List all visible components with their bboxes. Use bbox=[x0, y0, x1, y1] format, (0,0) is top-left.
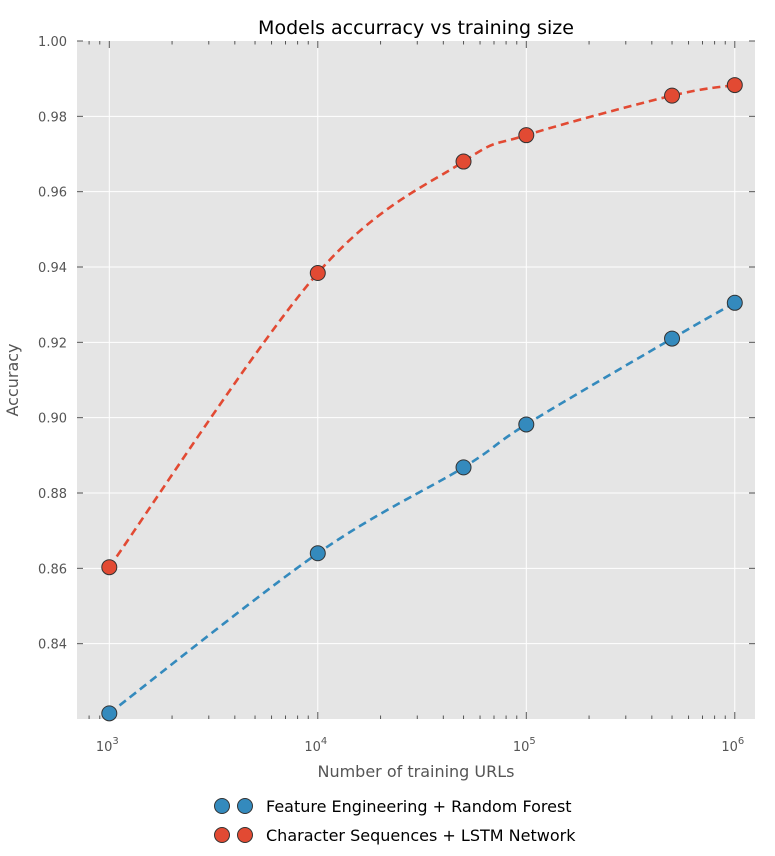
y-tick-label: 0.92 bbox=[38, 336, 67, 351]
data-point-series-1 bbox=[518, 416, 535, 433]
chart-title: Models accurracy vs training size bbox=[258, 17, 574, 39]
axis-ticks bbox=[77, 40, 755, 719]
legend-label-series-2: Character Sequences + LSTM Network bbox=[266, 826, 576, 845]
y-tick-label: 0.94 bbox=[38, 261, 67, 276]
series-line-1 bbox=[108, 301, 736, 715]
grid-lines bbox=[77, 41, 755, 719]
x-tick-label: 103 bbox=[96, 736, 119, 755]
legend: Feature Engineering + Random Forest Chara… bbox=[214, 797, 576, 845]
x-tick-label: 105 bbox=[513, 736, 536, 755]
plot-area bbox=[77, 41, 755, 719]
data-point-series-2 bbox=[664, 87, 681, 104]
y-tick-labels: 0.84 0.86 0.88 0.90 0.92 0.94 0.96 0.98 1.00 bbox=[38, 35, 67, 653]
y-tick-label: 0.98 bbox=[38, 110, 67, 125]
x-tick-labels: 103 104 105 106 bbox=[96, 736, 744, 755]
legend-marker bbox=[214, 827, 230, 843]
legend-marker bbox=[237, 798, 253, 814]
data-point-series-1 bbox=[101, 705, 118, 722]
y-tick-label: 0.84 bbox=[38, 638, 67, 653]
series-line-2 bbox=[108, 83, 736, 568]
y-tick-label: 1.00 bbox=[38, 35, 67, 50]
y-axis-label: Accuracy bbox=[3, 343, 22, 416]
data-point-series-1 bbox=[726, 294, 743, 311]
data-point-series-2 bbox=[455, 153, 472, 170]
data-point-series-2 bbox=[101, 559, 118, 576]
x-tick-label: 104 bbox=[304, 736, 327, 755]
y-tick-label: 0.90 bbox=[38, 412, 67, 427]
data-point-series-2 bbox=[518, 127, 535, 144]
legend-marker bbox=[237, 827, 253, 843]
x-axis-label: Number of training URLs bbox=[317, 762, 514, 781]
legend-label-series-1: Feature Engineering + Random Forest bbox=[266, 797, 572, 816]
data-point-series-2 bbox=[309, 265, 326, 282]
x-tick-label: 106 bbox=[721, 736, 744, 755]
data-point-series-1 bbox=[664, 330, 681, 347]
data-point-series-1 bbox=[309, 545, 326, 562]
legend-marker bbox=[214, 798, 230, 814]
y-tick-label: 0.88 bbox=[38, 487, 67, 502]
y-tick-label: 0.86 bbox=[38, 562, 67, 577]
y-tick-label: 0.96 bbox=[38, 186, 67, 201]
data-point-series-1 bbox=[455, 459, 472, 476]
data-point-series-2 bbox=[726, 77, 743, 94]
data-series bbox=[101, 77, 743, 722]
